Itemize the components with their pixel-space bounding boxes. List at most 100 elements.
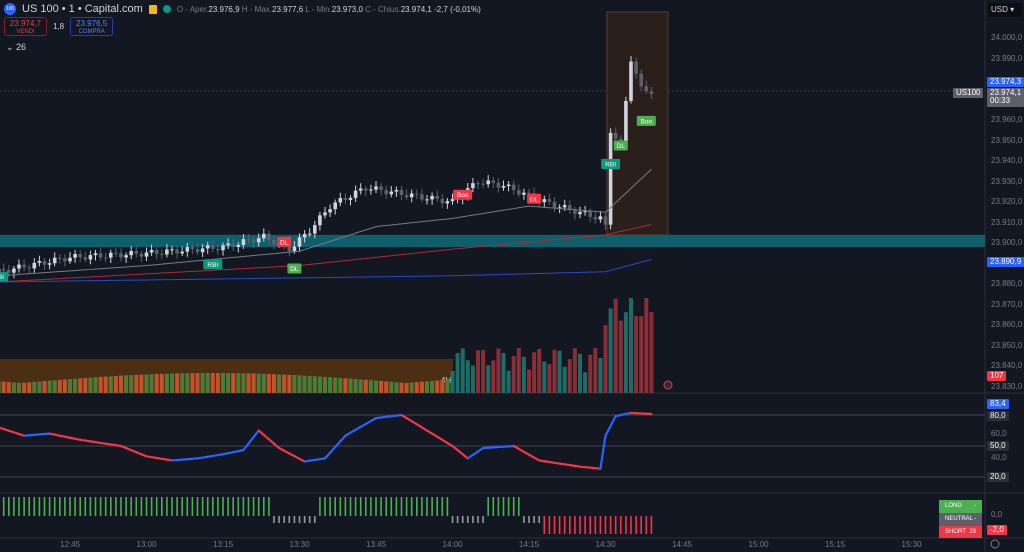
volume-bar: [639, 316, 644, 393]
signal-label-text: DL: [617, 143, 626, 150]
rsi-current-tag: 83,4: [987, 399, 1009, 409]
volume-bar: [47, 380, 52, 393]
volume-bar: [266, 374, 271, 393]
volume-bar: [277, 374, 282, 393]
volume-bar: [491, 360, 496, 393]
volume-bar: [317, 376, 322, 393]
buy-button[interactable]: 23.976,5 COMPRA: [70, 17, 114, 36]
candle: [374, 186, 378, 190]
volume-bar: [425, 381, 429, 393]
volume-bar: [486, 365, 491, 393]
signal-bar-long: [268, 497, 270, 516]
candle: [149, 249, 154, 253]
currency-select[interactable]: USD ▾: [988, 3, 1022, 17]
volume-bar: [287, 374, 292, 393]
signal-bar-short: [650, 516, 653, 534]
candle: [440, 198, 445, 204]
time-axis-label: 15:30: [901, 540, 922, 549]
volume-bar: [567, 359, 572, 393]
candle: [358, 188, 363, 191]
candle: [415, 193, 419, 195]
volume-bar: [272, 374, 276, 393]
signal-bar-short: [589, 516, 591, 534]
signal-bar-long: [28, 497, 30, 516]
candle: [256, 238, 261, 243]
volume-bar: [251, 373, 256, 393]
price-axis-label: 23.850,0: [991, 340, 1023, 350]
candle: [568, 205, 572, 210]
volume-bar: [527, 369, 531, 393]
candle: [369, 189, 373, 191]
volume-bar: [419, 381, 424, 393]
signal-bar-long: [487, 497, 489, 516]
signal-bar-long: [206, 497, 209, 516]
volume-bar: [164, 373, 169, 393]
candle: [517, 190, 521, 195]
signal-bar-long: [222, 497, 224, 516]
rsi-40-label: 40,0: [991, 453, 1007, 462]
volume-bar: [302, 375, 307, 393]
volume-bar: [623, 312, 628, 393]
rsi-line: [609, 414, 617, 427]
volume-bar: [588, 354, 593, 393]
volume-bar: [613, 298, 618, 393]
flag-icon[interactable]: [148, 4, 157, 14]
indicators-toggle[interactable]: ⌄ 26: [6, 42, 27, 52]
time-axis-label: 13:00: [136, 540, 157, 549]
signal-bar-neutral: [461, 516, 464, 523]
candle: [578, 211, 582, 215]
rsi-line: [272, 442, 281, 450]
volume-bar: [343, 378, 348, 393]
volume-bar: [368, 380, 373, 393]
volume-bar: [649, 311, 654, 393]
signal-bar-long: [79, 497, 81, 516]
signal-bar-neutral: [303, 516, 306, 523]
support-zone: [0, 234, 985, 248]
signal-bar-short: [645, 516, 648, 534]
signal-bar-neutral: [528, 516, 530, 523]
signal-bar-long: [359, 497, 362, 516]
time-axis-label: 14:00: [442, 540, 463, 549]
signal-label-text: RBI: [207, 262, 218, 269]
moving-average-ma_red: [0, 224, 652, 283]
volume-bar: [409, 382, 414, 393]
volume-bar: [195, 373, 200, 393]
candle: [307, 233, 312, 235]
signal-bar-long: [69, 497, 71, 516]
candle: [404, 195, 409, 198]
candle: [333, 202, 337, 210]
price-axis-label: 23.900,0: [991, 238, 1023, 247]
signal-bar-short: [625, 516, 627, 534]
signal-bar-neutral: [308, 516, 311, 523]
symbol-tag: US100: [953, 88, 984, 98]
candle: [425, 199, 429, 201]
rsi-line: [334, 440, 342, 449]
signal-bar-long: [405, 497, 408, 516]
rsi-lower-tag: 20,0: [987, 472, 1009, 482]
signal-current-tag: -2,0: [987, 525, 1007, 535]
signal-bar-long: [436, 497, 438, 516]
rsi-mid-tag: 50,0: [987, 441, 1009, 451]
signal-bar-long: [507, 497, 510, 516]
candle: [384, 190, 388, 195]
signal-bar-long: [115, 497, 117, 516]
candle: [481, 183, 485, 185]
signal-bar-short: [599, 516, 602, 534]
rsi-line: [267, 438, 276, 445]
candle: [608, 132, 613, 225]
volume-bar: [389, 381, 394, 393]
candle: [527, 192, 531, 194]
signal-label-dl: [287, 263, 302, 274]
symbol-title[interactable]: US 100 • 1 • Capital.com: [22, 3, 143, 15]
candle: [379, 186, 383, 191]
signal-bar-neutral: [298, 516, 301, 523]
sell-button[interactable]: 23.974,7 VENDI: [4, 17, 47, 36]
signal-bar-long: [395, 497, 398, 516]
candle: [348, 197, 353, 200]
signal-bar-long: [410, 497, 413, 516]
volume-bar: [108, 376, 113, 393]
signal-bar-short: [553, 516, 556, 534]
candle: [236, 244, 241, 247]
candle: [619, 138, 623, 142]
